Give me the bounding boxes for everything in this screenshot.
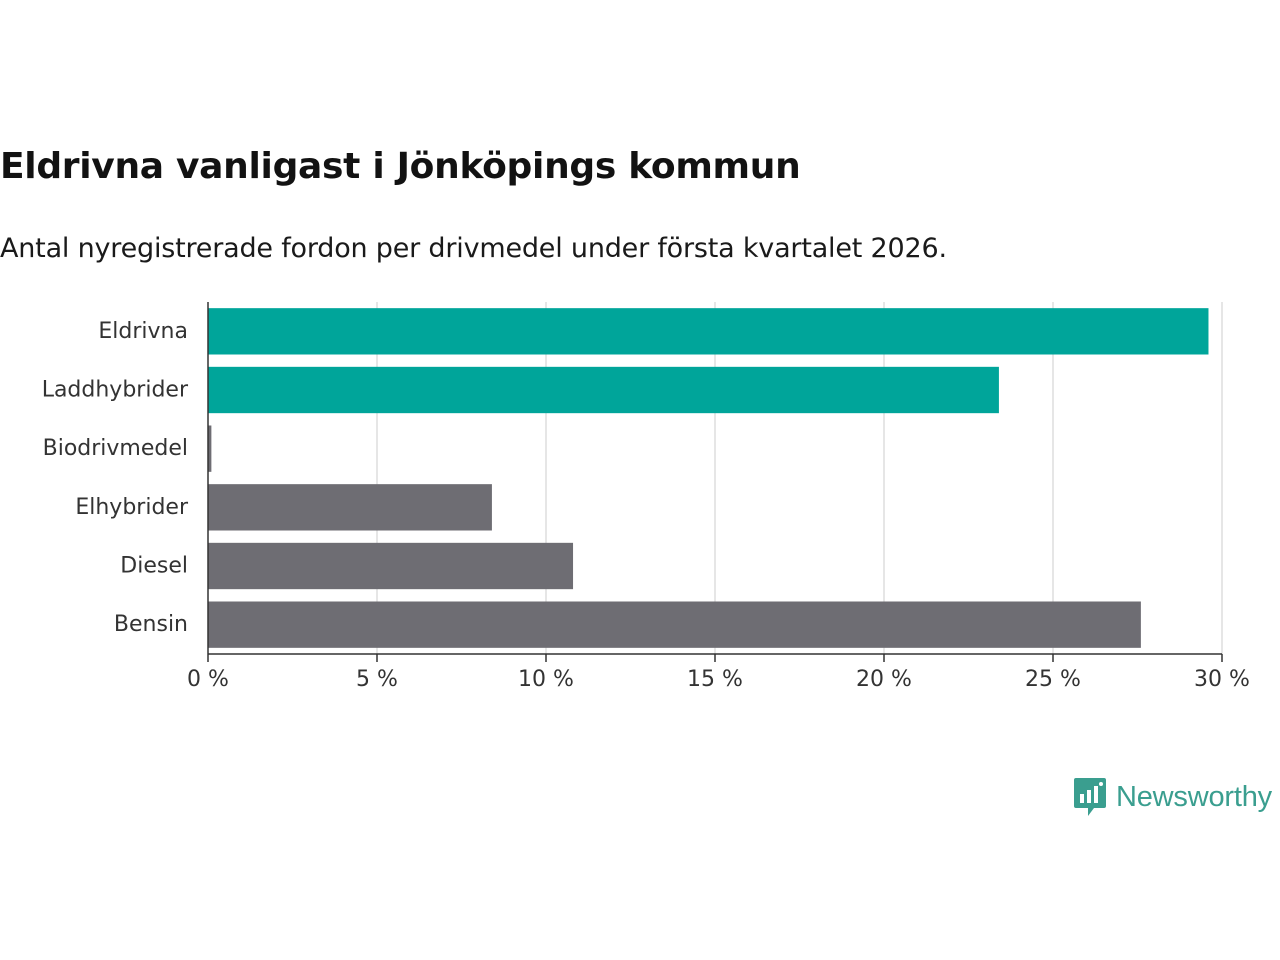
- bar-elhybrider: [208, 484, 492, 531]
- bar-laddhybrider: [208, 366, 999, 414]
- bar-bensin: [208, 601, 1141, 648]
- brand-name: Newsworthy: [1116, 780, 1272, 813]
- chart-title: Eldrivna vanligast i Jönköpings kommun: [0, 146, 801, 187]
- bar-biodrivmedel: [208, 425, 212, 472]
- x-tick-label: 20 %: [856, 667, 912, 692]
- category-label: Elhybrider: [75, 495, 189, 520]
- category-label: Laddhybrider: [42, 378, 189, 403]
- x-tick-label: 5 %: [356, 667, 398, 692]
- category-label: Eldrivna: [98, 319, 188, 344]
- bar-diesel: [208, 542, 574, 590]
- category-label: Biodrivmedel: [43, 436, 188, 461]
- brand-logo: Newsworthy: [1072, 776, 1272, 818]
- x-tick-label: 25 %: [1025, 667, 1081, 692]
- category-label: Diesel: [120, 554, 188, 579]
- x-tick-label: 10 %: [518, 667, 574, 692]
- x-tick-label: 0 %: [187, 667, 229, 692]
- bar-chart: Eldrivna Laddhybrider Biodrivmedel Elhybrid…: [42, 302, 1250, 692]
- category-label: Bensin: [114, 612, 188, 637]
- x-tick-label: 15 %: [687, 667, 743, 692]
- chart-subtitle: Antal nyregistrerade fordon per drivmede…: [0, 233, 947, 264]
- bar-eldrivna: [208, 308, 1209, 355]
- newsworthy-logo-icon: [1074, 778, 1106, 816]
- x-tick-label: 30 %: [1194, 667, 1250, 692]
